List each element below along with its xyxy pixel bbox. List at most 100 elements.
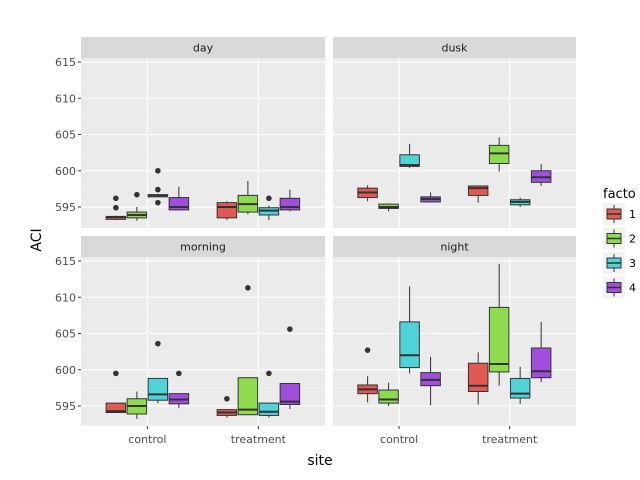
y-tick-label: 600 bbox=[55, 364, 76, 377]
box-treatment-factor-4 bbox=[530, 321, 552, 383]
outlier-point bbox=[287, 326, 293, 332]
box-treatment-factor-3 bbox=[258, 370, 280, 418]
box-control-factor-2 bbox=[126, 191, 148, 221]
box-iqr bbox=[467, 362, 489, 393]
box-treatment-factor-3 bbox=[509, 366, 531, 404]
outlier-point bbox=[155, 167, 161, 174]
legend-item-4: 4 bbox=[603, 276, 636, 299]
box-control-factor-1 bbox=[357, 347, 378, 403]
panel-day: day bbox=[81, 37, 325, 228]
box-treatment-factor-3 bbox=[258, 195, 280, 221]
legend-label: 1 bbox=[629, 208, 636, 221]
x-tick-label: treatment bbox=[482, 433, 538, 446]
outlier-point bbox=[266, 195, 272, 202]
outlier-point bbox=[155, 199, 161, 206]
box-control-factor-3 bbox=[399, 143, 420, 168]
x-tick-label: treatment bbox=[231, 433, 287, 446]
legend-label: 4 bbox=[629, 282, 636, 295]
y-tick-label: 595 bbox=[55, 201, 76, 214]
x-axis-title: site bbox=[307, 453, 332, 469]
box-treatment-factor-2 bbox=[237, 180, 259, 215]
outlier-point bbox=[155, 340, 161, 347]
y-tick-label: 615 bbox=[55, 56, 76, 69]
box-treatment-factor-4 bbox=[279, 189, 301, 212]
box-iqr bbox=[399, 154, 420, 167]
box-control-factor-1 bbox=[357, 185, 378, 202]
box-treatment-factor-1 bbox=[467, 185, 489, 203]
box-control-factor-3 bbox=[147, 340, 169, 404]
legend-item-2: 2 bbox=[603, 227, 636, 250]
panel-dusk: dusk bbox=[333, 37, 576, 228]
strip-background bbox=[81, 236, 325, 257]
outlier-point bbox=[245, 285, 251, 291]
box-control-factor-2 bbox=[378, 203, 399, 212]
strip-background bbox=[333, 37, 576, 58]
strip-label: morning bbox=[180, 241, 226, 254]
box-treatment-factor-3 bbox=[509, 197, 531, 207]
panel-background bbox=[333, 257, 576, 426]
outlier-point bbox=[113, 204, 119, 211]
panel-background bbox=[333, 58, 576, 228]
outlier-point bbox=[113, 195, 119, 202]
y-tick-label: 610 bbox=[55, 92, 76, 105]
strip-label: night bbox=[440, 241, 469, 254]
box-treatment-factor-4 bbox=[279, 326, 301, 409]
box-iqr bbox=[378, 389, 399, 404]
box-iqr bbox=[105, 402, 127, 414]
box-iqr bbox=[399, 321, 420, 369]
box-treatment-factor-1 bbox=[216, 201, 238, 221]
legend-label: 3 bbox=[629, 257, 636, 270]
legend: facto 1 2 3 4 bbox=[603, 187, 636, 299]
box-treatment-factor-2 bbox=[488, 137, 510, 172]
box-control-factor-4 bbox=[168, 186, 190, 211]
box-iqr bbox=[488, 306, 510, 373]
box-iqr bbox=[216, 202, 238, 219]
box-iqr bbox=[530, 347, 552, 379]
panel-night: night bbox=[333, 236, 576, 426]
box-iqr bbox=[237, 377, 259, 416]
x-tick-label: control bbox=[380, 433, 418, 446]
strip-label: day bbox=[193, 42, 214, 55]
legend-item-3: 3 bbox=[603, 252, 636, 274]
outlier-point bbox=[224, 395, 230, 402]
box-treatment-factor-1 bbox=[216, 395, 238, 418]
panel-morning: morning bbox=[81, 236, 325, 426]
box-control-factor-3 bbox=[399, 286, 420, 374]
box-control-factor-4 bbox=[420, 192, 441, 203]
box-iqr bbox=[488, 144, 510, 164]
legend-label: 2 bbox=[629, 233, 636, 246]
box-treatment-factor-2 bbox=[488, 263, 510, 386]
y-axis-title: ACI bbox=[29, 228, 45, 251]
y-tick-label: 605 bbox=[55, 129, 76, 142]
axes-layer: 595 600 605 610 615 595 600 605 610 615 control tre… bbox=[55, 56, 538, 446]
box-iqr bbox=[279, 383, 301, 406]
box-treatment-factor-2 bbox=[237, 285, 259, 416]
y-tick-label: 615 bbox=[55, 255, 76, 268]
box-control-factor-1 bbox=[105, 370, 127, 414]
box-iqr bbox=[168, 197, 190, 211]
strip-label: dusk bbox=[441, 42, 468, 55]
box-control-factor-4 bbox=[420, 356, 441, 406]
box-control-factor-4 bbox=[168, 370, 190, 409]
outlier-point bbox=[134, 191, 140, 198]
outlier-point bbox=[176, 370, 182, 377]
outlier-point bbox=[266, 370, 272, 377]
panels-layer: day dusk morning night bbox=[81, 37, 576, 426]
x-tick-label: control bbox=[128, 433, 166, 446]
box-control-factor-1 bbox=[105, 195, 127, 221]
legend-item-1: 1 bbox=[603, 203, 636, 225]
box-treatment-factor-4 bbox=[530, 164, 552, 186]
box-iqr bbox=[467, 185, 489, 196]
y-tick-label: 610 bbox=[55, 291, 76, 304]
box-iqr bbox=[258, 402, 280, 416]
strip-background bbox=[333, 236, 576, 257]
box-control-factor-2 bbox=[378, 382, 399, 406]
legend-title: facto bbox=[603, 187, 636, 202]
outlier-point bbox=[155, 186, 161, 193]
outlier-point bbox=[113, 370, 119, 377]
strip-background bbox=[81, 37, 325, 58]
box-control-factor-3 bbox=[147, 167, 169, 206]
y-tick-label: 600 bbox=[55, 165, 76, 178]
y-tick-label: 595 bbox=[55, 400, 76, 413]
